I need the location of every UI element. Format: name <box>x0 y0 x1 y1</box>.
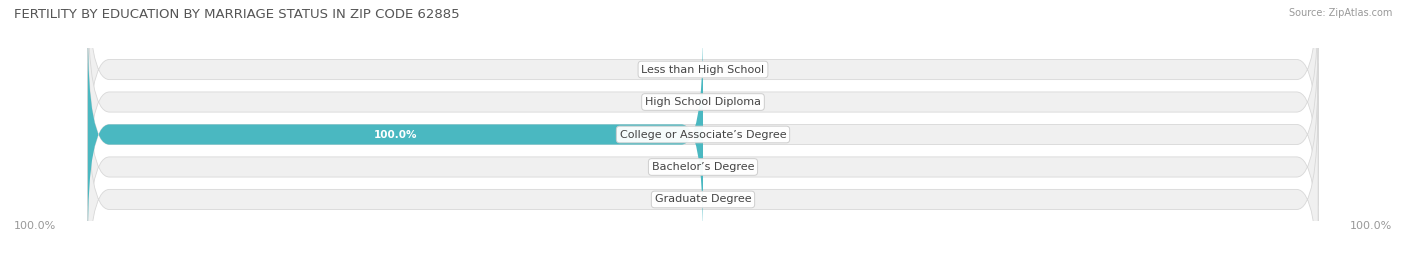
Text: College or Associate’s Degree: College or Associate’s Degree <box>620 129 786 140</box>
FancyBboxPatch shape <box>87 0 1319 173</box>
Text: 0.0%: 0.0% <box>721 65 748 75</box>
Text: 0.0%: 0.0% <box>658 65 685 75</box>
Text: Source: ZipAtlas.com: Source: ZipAtlas.com <box>1288 8 1392 18</box>
Text: 0.0%: 0.0% <box>721 162 748 172</box>
Text: 0.0%: 0.0% <box>658 97 685 107</box>
Text: 0.0%: 0.0% <box>721 97 748 107</box>
Text: 0.0%: 0.0% <box>721 194 748 204</box>
Text: 0.0%: 0.0% <box>658 162 685 172</box>
Text: Graduate Degree: Graduate Degree <box>655 194 751 204</box>
FancyBboxPatch shape <box>87 31 703 238</box>
Text: 0.0%: 0.0% <box>658 194 685 204</box>
FancyBboxPatch shape <box>87 96 1319 269</box>
FancyBboxPatch shape <box>87 0 1319 206</box>
Text: FERTILITY BY EDUCATION BY MARRIAGE STATUS IN ZIP CODE 62885: FERTILITY BY EDUCATION BY MARRIAGE STATU… <box>14 8 460 21</box>
FancyBboxPatch shape <box>87 31 1319 238</box>
Text: 0.0%: 0.0% <box>721 129 748 140</box>
Text: High School Diploma: High School Diploma <box>645 97 761 107</box>
Text: 100.0%: 100.0% <box>14 221 56 231</box>
FancyBboxPatch shape <box>87 63 1319 269</box>
Text: 100.0%: 100.0% <box>374 129 418 140</box>
Text: Bachelor’s Degree: Bachelor’s Degree <box>652 162 754 172</box>
Text: Less than High School: Less than High School <box>641 65 765 75</box>
Text: 100.0%: 100.0% <box>1350 221 1392 231</box>
